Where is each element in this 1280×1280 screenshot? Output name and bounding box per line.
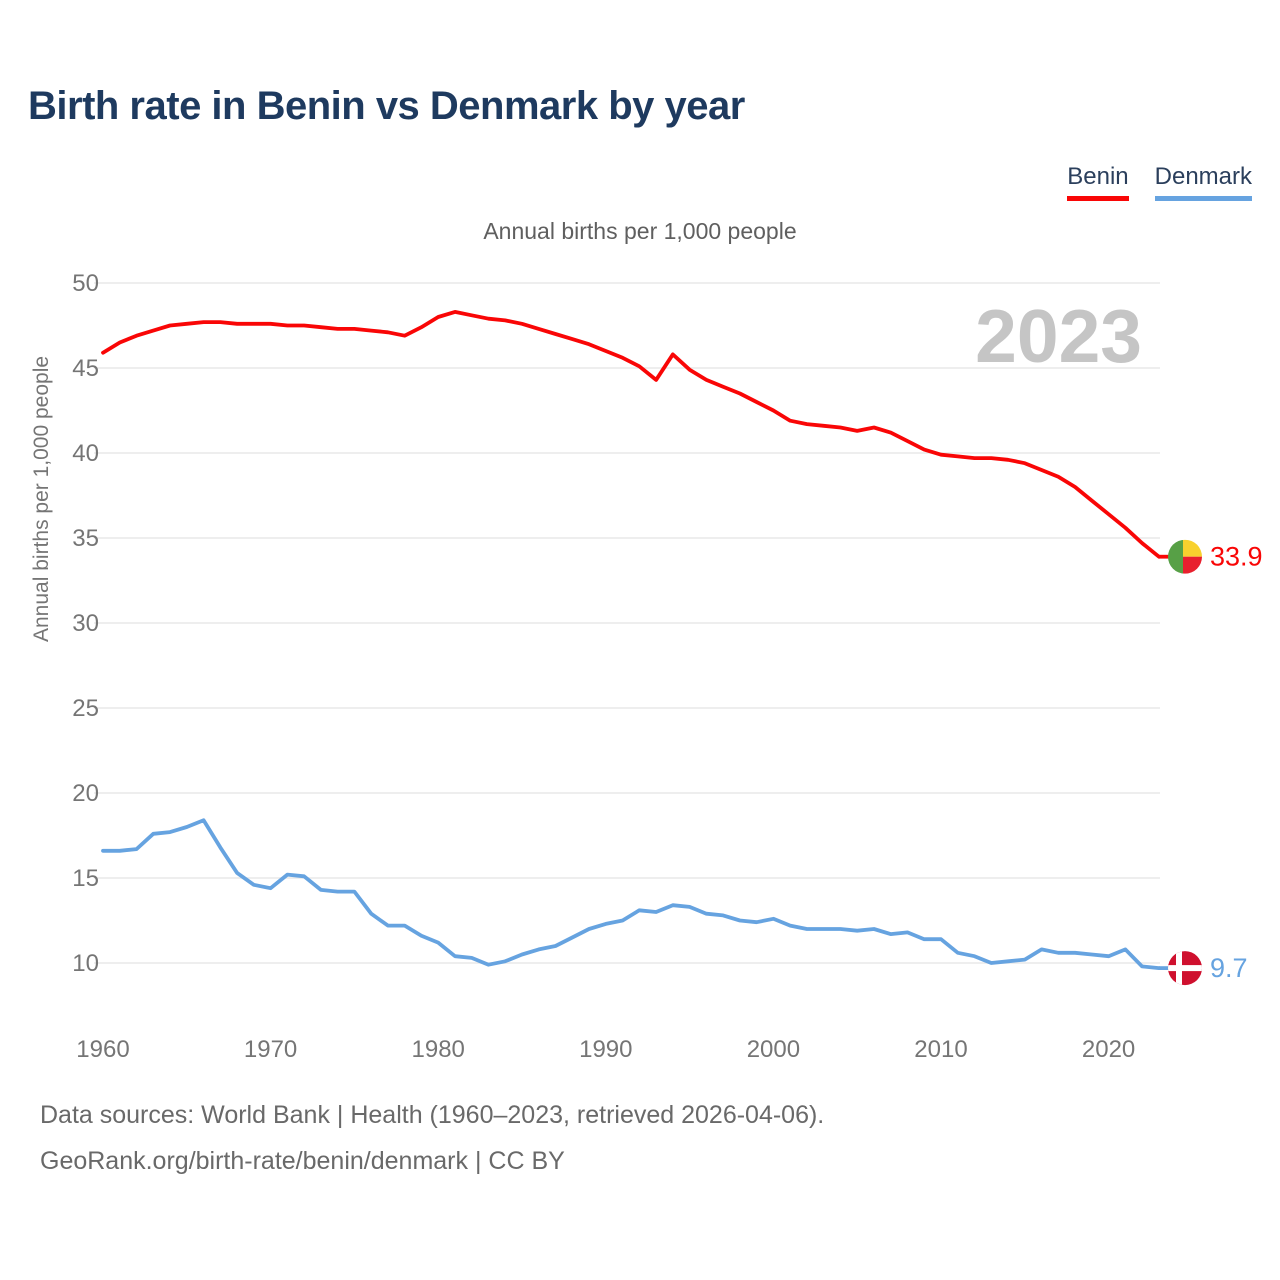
x-tick-label-2010: 2010 (914, 1036, 967, 1063)
series-line-denmark[interactable] (101, 818, 1161, 970)
x-tick-label-1970: 1970 (244, 1036, 297, 1063)
y-tick-label-40: 40 (72, 440, 99, 467)
y-tick-label-20: 20 (72, 780, 99, 807)
y-tick-label-30: 30 (72, 610, 99, 637)
x-tick-label-2000: 2000 (747, 1036, 800, 1063)
y-tick-label-25: 25 (72, 695, 99, 722)
legend: Benin Denmark (1067, 163, 1252, 201)
denmark-flag-icon (1168, 951, 1202, 986)
watermark-year: 2023 (975, 294, 1142, 378)
series-end-label-benin: 33.9 (1210, 542, 1263, 572)
legend-item-benin[interactable]: Benin (1067, 163, 1129, 201)
chart-subtitle: Annual births per 1,000 people (483, 218, 797, 244)
footer-attribution: GeoRank.org/birth-rate/benin/denmark | C… (40, 1147, 565, 1175)
benin-flag-icon (1168, 539, 1202, 574)
x-tick-label-1990: 1990 (579, 1036, 632, 1063)
x-tick-label-2020: 2020 (1082, 1036, 1135, 1063)
y-tick-label-45: 45 (72, 355, 99, 382)
footer-sources: Data sources: World Bank | Health (1960–… (40, 1101, 825, 1129)
page-title: Birth rate in Benin vs Denmark by year (28, 84, 745, 128)
series-line-benin[interactable] (101, 309, 1161, 559)
series-end-label-denmark: 9.7 (1210, 953, 1248, 983)
y-tick-label-10: 10 (72, 950, 99, 977)
y-tick-label-15: 15 (72, 865, 99, 892)
y-tick-label-50: 50 (72, 270, 99, 297)
x-tick-label-1980: 1980 (412, 1036, 465, 1063)
footer: Data sources: World Bank | Health (1960–… (40, 1092, 824, 1184)
y-tick-label-35: 35 (72, 525, 99, 552)
x-tick-label-1960: 1960 (76, 1036, 129, 1063)
legend-item-denmark[interactable]: Denmark (1154, 163, 1252, 201)
